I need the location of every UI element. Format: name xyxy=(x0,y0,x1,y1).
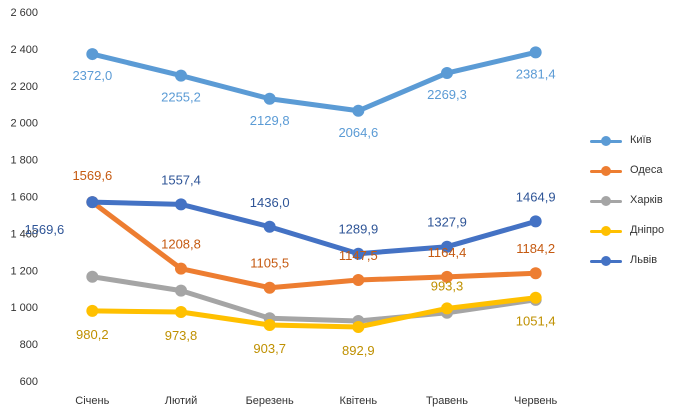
data-label: 1105,5 xyxy=(250,256,289,271)
x-tick-label: Червень xyxy=(514,395,557,407)
y-tick-label: 2 600 xyxy=(10,7,38,19)
y-tick-label: 2 400 xyxy=(10,44,38,56)
data-labels: 2372,0 2255,2 2129,8 2064,6 2269,3 2381,4 1569… xyxy=(24,66,555,358)
data-label: 1208,8 xyxy=(161,237,201,252)
data-label: 892,9 xyxy=(342,343,375,358)
data-point xyxy=(352,104,365,117)
y-tick-label: 1 400 xyxy=(10,228,38,240)
legend-swatch-dot xyxy=(601,256,611,266)
legend-swatch-dot xyxy=(601,166,611,176)
data-label: 2381,4 xyxy=(516,66,556,81)
legend-swatch-dot xyxy=(601,226,611,236)
data-point xyxy=(529,215,542,228)
data-point xyxy=(86,196,99,209)
data-label: 1464,9 xyxy=(516,189,556,204)
y-tick-label: 1 800 xyxy=(10,155,38,167)
data-point xyxy=(263,92,276,105)
legend-item: Дніпро xyxy=(590,218,688,248)
series-layer xyxy=(86,46,542,333)
x-tick-label: Лютий xyxy=(165,395,198,407)
data-point xyxy=(441,302,453,315)
legend: Київ Одеса Харків Дніпро Львів xyxy=(590,128,688,278)
x-tick-label: Березень xyxy=(246,395,294,407)
series-1 xyxy=(86,196,542,294)
data-point xyxy=(352,247,365,260)
legend-item: Харків xyxy=(590,188,688,218)
data-label: 1289,9 xyxy=(338,222,378,237)
y-axis: 600 800 1 000 1 200 1 400 1 600 1 800 2 000 2 20… xyxy=(10,7,38,388)
series-3 xyxy=(86,291,542,333)
data-label: 1051,4 xyxy=(516,314,556,329)
series-0 xyxy=(86,46,542,117)
data-label: 1184,2 xyxy=(516,241,555,256)
data-point xyxy=(86,270,99,283)
y-tick-label: 2 200 xyxy=(10,81,38,93)
series-2 xyxy=(86,270,542,328)
legend-label: Київ xyxy=(630,134,652,146)
data-label: 1327,9 xyxy=(427,215,467,230)
data-point xyxy=(441,240,453,253)
data-label: 1569,6 xyxy=(72,168,112,183)
legend-swatch-dot xyxy=(601,196,611,206)
y-tick-label: 1 600 xyxy=(10,192,38,204)
data-label: 1147,5 xyxy=(339,248,378,263)
data-point xyxy=(441,67,453,80)
series-line xyxy=(89,49,539,114)
data-point xyxy=(175,69,187,82)
data-point xyxy=(529,291,542,304)
y-tick-label: 1 200 xyxy=(10,265,38,277)
data-point xyxy=(175,262,187,275)
legend-label: Харків xyxy=(630,194,663,206)
series-4 xyxy=(86,196,542,260)
x-tick-label: Січень xyxy=(75,395,109,407)
data-point xyxy=(263,318,276,331)
data-point xyxy=(529,46,542,59)
series-line xyxy=(89,274,539,324)
series-line xyxy=(89,199,539,291)
data-label: 903,7 xyxy=(253,341,286,356)
data-point xyxy=(175,284,187,297)
data-point xyxy=(86,48,99,61)
data-label: 2255,2 xyxy=(161,90,201,105)
y-tick-label: 2 000 xyxy=(10,118,38,130)
data-point xyxy=(441,270,453,283)
legend-label: Одеса xyxy=(630,164,663,176)
x-tick-label: Квітень xyxy=(340,395,378,407)
series-line xyxy=(89,199,539,257)
data-label: 1569,6 xyxy=(24,222,64,237)
data-point xyxy=(529,267,542,280)
data-label: 1164,4 xyxy=(428,245,467,260)
data-point xyxy=(352,273,365,286)
data-label: 980,2 xyxy=(76,327,109,342)
data-point xyxy=(263,220,276,233)
legend-swatch-dot xyxy=(601,136,611,146)
legend-item: Київ xyxy=(590,128,688,158)
data-label: 2269,3 xyxy=(427,87,467,102)
data-label: 2129,8 xyxy=(250,113,290,128)
y-tick-label: 600 xyxy=(20,376,38,388)
legend-label: Львів xyxy=(630,254,658,266)
data-point xyxy=(352,320,365,333)
data-label: 993,3 xyxy=(431,278,464,293)
legend-item: Львів xyxy=(590,248,688,278)
legend-item: Одеса xyxy=(590,158,688,188)
y-tick-label: 800 xyxy=(20,339,38,351)
x-axis: Січень Лютий Березень Квітень Травень Червень xyxy=(75,395,557,407)
data-point xyxy=(175,198,187,211)
data-point xyxy=(86,304,99,317)
data-label: 1557,4 xyxy=(161,172,201,187)
data-label: 2064,6 xyxy=(338,125,378,140)
legend-label: Дніпро xyxy=(630,224,665,236)
data-point xyxy=(175,306,187,319)
data-label: 2372,0 xyxy=(72,68,112,83)
y-tick-label: 1 000 xyxy=(10,302,38,314)
data-point xyxy=(263,281,276,294)
data-label: 973,8 xyxy=(165,328,198,343)
series-line xyxy=(89,295,539,330)
data-label: 1436,0 xyxy=(250,195,290,210)
x-tick-label: Травень xyxy=(426,395,468,407)
